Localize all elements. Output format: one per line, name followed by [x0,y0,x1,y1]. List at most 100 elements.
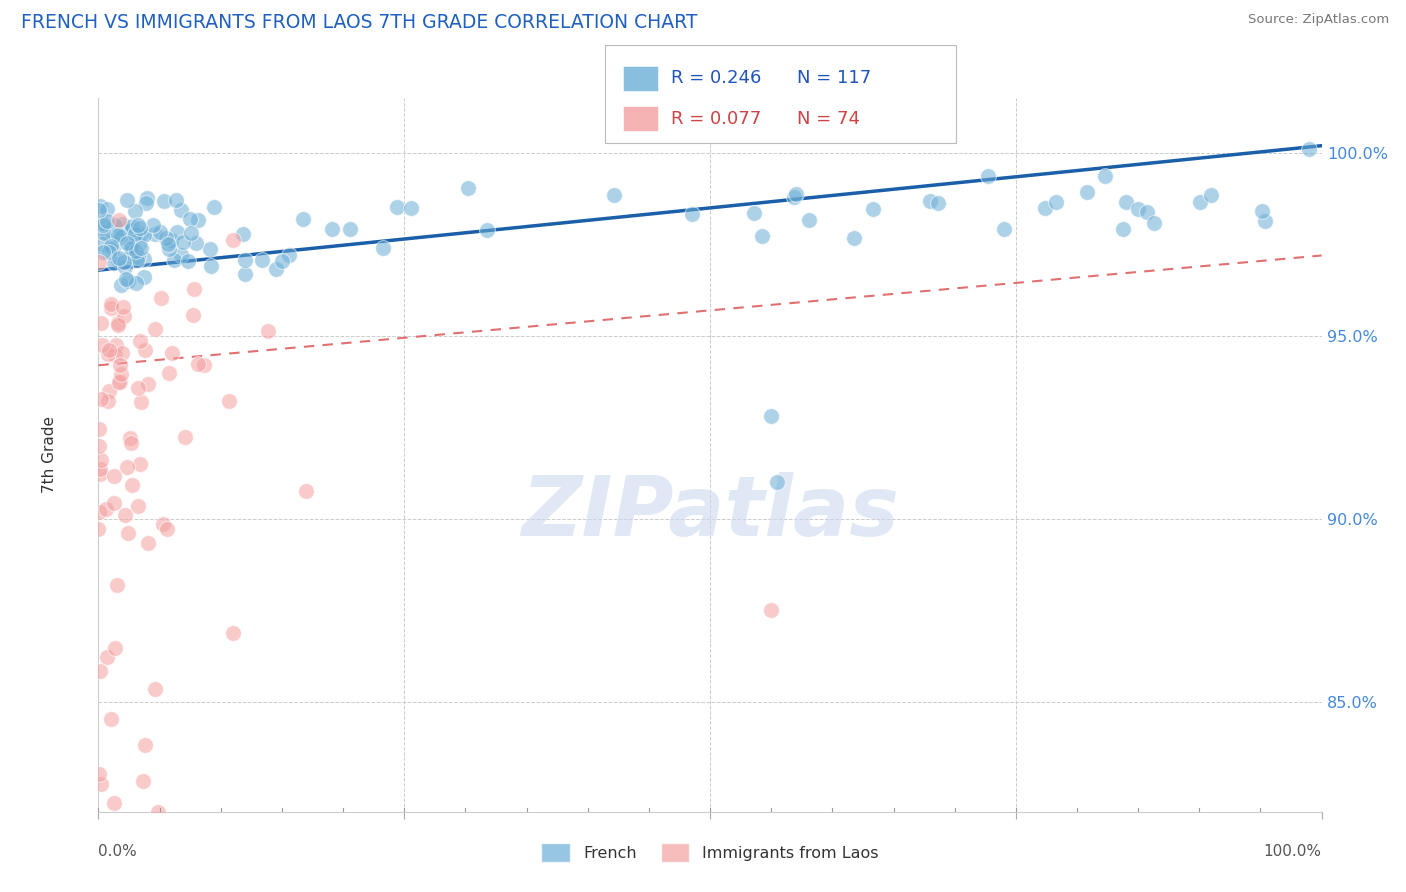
Point [193,358,215,372]
Point [170,248,193,262]
Point [118,431,141,445]
Point [96,650,118,665]
Point [187,212,209,227]
Point [1033,202,1056,216]
Point [112,300,135,314]
Point [156,236,179,251]
Point [173,430,195,444]
Point [132,228,155,243]
Text: N = 117: N = 117 [797,70,872,87]
Point [135,196,157,211]
Point [181,309,204,323]
Point [294,483,316,498]
Point [149,225,172,239]
Point [104,641,127,656]
Point [110,367,132,381]
Point [157,366,180,380]
Point [90,392,112,407]
Point [128,221,150,235]
Point [121,219,143,234]
Text: ZIPatlas: ZIPatlas [522,472,898,552]
Point [1112,222,1135,236]
Point [142,218,165,232]
Point [110,376,132,390]
Point [742,206,765,220]
Point [127,218,149,232]
Point [170,202,193,217]
Point [117,459,139,474]
Point [1094,169,1116,183]
Point [198,242,221,256]
Point [90,237,112,252]
Point [399,201,422,215]
Point [110,221,132,235]
Point [117,526,139,541]
Point [129,227,152,241]
Point [127,381,149,395]
Point [101,241,124,255]
Point [1076,185,1098,199]
Point [232,227,254,242]
Point [221,233,243,247]
Point [89,461,111,475]
Point [89,467,111,481]
Point [202,201,225,215]
Point [166,225,188,239]
Point [90,316,112,330]
Point [111,345,134,359]
Point [125,252,148,267]
Point [457,181,479,195]
Point [783,189,806,203]
Point [257,325,280,339]
Point [127,250,149,264]
Point [125,276,148,290]
Point [761,409,783,424]
Point [250,253,273,268]
Text: Source: ZipAtlas.com: Source: ZipAtlas.com [1249,13,1389,27]
Point [180,226,202,240]
Point [101,234,124,248]
Point [103,796,125,810]
Point [114,508,136,522]
Point [183,282,205,296]
Point [103,256,125,270]
Point [103,496,125,510]
Point [1045,194,1067,209]
Point [184,235,207,250]
Point [93,226,115,240]
Point [277,247,299,261]
Text: R = 0.077: R = 0.077 [671,110,761,128]
Point [163,252,186,267]
Point [132,252,155,266]
Point [89,665,111,679]
Point [107,252,129,267]
Point [150,291,173,305]
Point [1298,142,1320,156]
Point [264,262,287,277]
Point [115,194,138,208]
Point [136,191,159,205]
Text: 0.0%: 0.0% [98,844,138,859]
Point [143,227,166,241]
Point [143,322,166,336]
Point [134,739,156,753]
Point [87,438,110,452]
Point [115,272,138,286]
Point [235,252,257,267]
Point [87,505,110,519]
Point [927,195,949,210]
Point [98,343,121,358]
Point [128,334,150,348]
Text: 7th Grade: 7th Grade [42,417,58,493]
Point [387,200,409,214]
Point [156,522,179,536]
Point [121,238,143,252]
Text: 100.0%: 100.0% [1264,844,1322,859]
Point [89,255,111,269]
Point [751,228,773,243]
Point [94,502,117,516]
Text: N = 74: N = 74 [797,110,860,128]
Point [125,244,148,259]
Point [187,357,209,371]
Point [124,233,146,247]
